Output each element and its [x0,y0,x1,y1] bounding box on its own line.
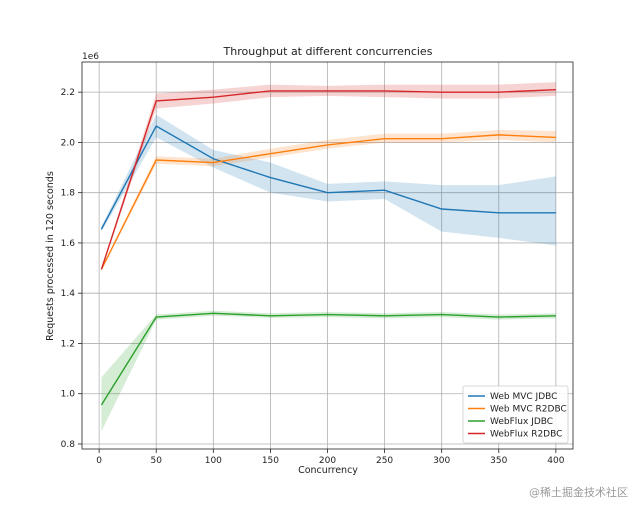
band-web-mvc-r2dbc [101,129,556,271]
watermark-text: @稀土掘金技术社区 [529,485,628,499]
band-web-mvc-jdbc [101,114,556,246]
legend: Web MVC JDBC Web MVC R2DBC WebFlux JDBC Web… [462,385,569,444]
x-tick-label: 250 [376,456,393,466]
x-tick-label: 150 [262,456,279,466]
y-tick-label: 1.0 [61,390,76,400]
line-webflux-jdbc [100,312,556,406]
y-tick-label: 1.2 [61,339,75,349]
legend-box [462,385,569,444]
x-tick-label: 350 [490,456,507,466]
line-web-mvc-r2dbc [100,134,556,270]
y-multiplier-label: 1e6 [82,52,99,62]
x-tick-label: 400 [547,456,564,466]
y-tick-label: 1.4 [61,289,76,299]
y-tick-label: 1.8 [61,189,76,199]
confidence-bands [101,82,556,432]
x-tick-label: 100 [205,456,222,466]
legend-label-webflux-r2dbc: WebFlux R2DBC [490,430,562,440]
x-axis-label: Concurrency [298,465,358,476]
x-tick-label: 300 [433,456,450,466]
legend-label-webflux-jdbc: WebFlux JDBC [490,417,553,427]
series-lines [100,88,556,406]
chart-title: Throughput at different concurrencies [223,45,433,58]
grid-lines [82,62,573,449]
y-axis-label: Requests processed in 120 seconds [45,171,56,341]
legend-label-web-mvc-jdbc: Web MVC JDBC [490,392,557,402]
y-tick-label: 0.8 [61,440,76,450]
x-tick-label: 200 [319,456,336,466]
line-web-mvc-jdbc [100,125,556,230]
y-axis-ticks: 0.8 1.0 1.2 1.4 1.6 1.8 2.0 2.2 [61,88,82,450]
y-tick-label: 1.6 [61,239,76,249]
x-tick-label: 0 [96,456,102,466]
band-webflux-r2dbc [101,82,556,271]
line-webflux-r2dbc [100,88,556,270]
legend-label-web-mvc-r2dbc: Web MVC R2DBC [490,405,567,415]
x-tick-label: 50 [150,456,162,466]
y-tick-label: 2.0 [61,138,76,148]
y-tick-label: 2.2 [61,88,75,98]
x-axis-ticks: 0 50 100 150 200 250 300 350 400 [96,449,565,466]
